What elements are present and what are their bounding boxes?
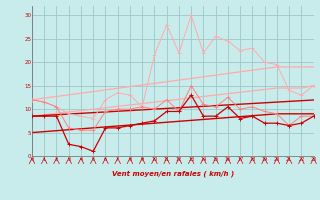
- X-axis label: Vent moyen/en rafales ( km/h ): Vent moyen/en rafales ( km/h ): [112, 170, 234, 177]
